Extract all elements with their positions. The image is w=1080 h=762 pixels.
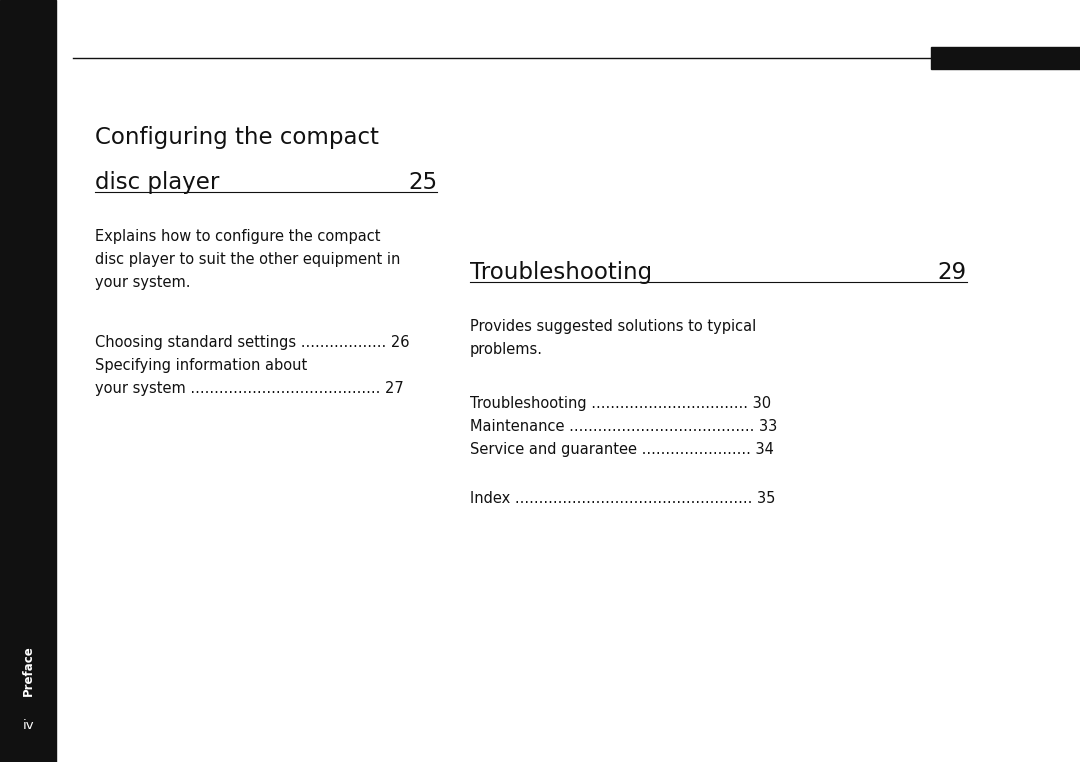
Text: disc player: disc player: [95, 171, 219, 194]
Bar: [931, 47, 1080, 69]
Text: 29: 29: [937, 261, 967, 283]
Text: Maintenance ....................................... 33: Maintenance ............................…: [470, 419, 777, 434]
Text: Preface: Preface: [22, 645, 35, 696]
Text: Explains how to configure the compact
disc player to suit the other equipment in: Explains how to configure the compact di…: [95, 229, 401, 290]
Text: iv: iv: [23, 719, 33, 732]
Text: your system ........................................ 27: your system ............................…: [95, 381, 404, 396]
Text: Index .................................................. 35: Index ..................................…: [470, 491, 775, 507]
Text: Choosing standard settings .................. 26: Choosing standard settings .............…: [95, 335, 409, 351]
Text: 25: 25: [408, 171, 437, 194]
Text: Troubleshooting ................................. 30: Troubleshooting ........................…: [470, 396, 771, 411]
Text: Specifying information about: Specifying information about: [95, 358, 308, 373]
Text: Provides suggested solutions to typical
problems.: Provides suggested solutions to typical …: [470, 319, 756, 357]
Bar: [0, 0, 56, 762]
Text: Configuring the compact: Configuring the compact: [95, 126, 379, 149]
Text: Troubleshooting: Troubleshooting: [470, 261, 652, 283]
Text: Service and guarantee ....................... 34: Service and guarantee ..................…: [470, 442, 773, 457]
